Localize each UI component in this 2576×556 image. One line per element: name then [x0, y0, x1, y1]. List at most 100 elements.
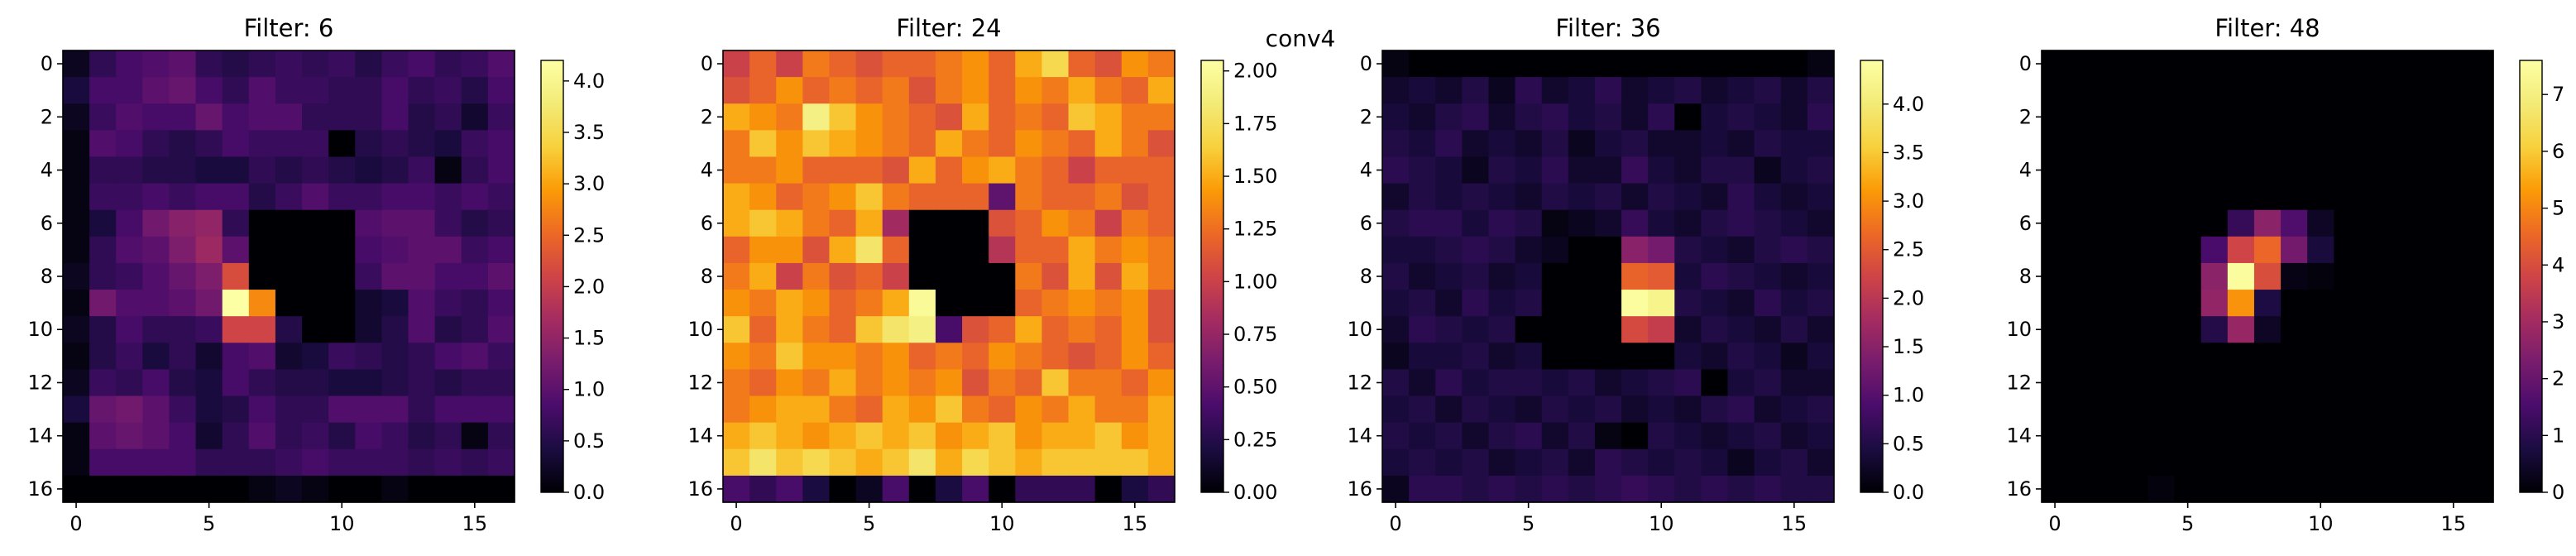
heatmap-cell: [1409, 236, 1436, 264]
heatmap-cell: [63, 316, 90, 343]
heatmap-cell: [2413, 156, 2441, 185]
heatmap-cell: [749, 475, 777, 503]
heatmap-cell: [1674, 236, 1702, 264]
heatmap-cell: [962, 369, 989, 397]
heatmap-cell: [935, 395, 963, 424]
figure-suptitle: conv4: [1266, 25, 1336, 52]
heatmap-cell: [89, 103, 117, 131]
heatmap-cell: [855, 183, 883, 211]
heatmap-cell: [89, 475, 117, 503]
heatmap-cell: [461, 77, 489, 104]
heatmap-cell: [408, 209, 436, 237]
heatmap-cell: [1594, 236, 1622, 264]
heatmap-cell: [2068, 448, 2095, 477]
heatmap-cell: [1674, 290, 1702, 317]
heatmap-cell: [1435, 183, 1463, 211]
heatmap-cell: [908, 209, 936, 237]
heatmap-cell: [1568, 50, 1596, 78]
heatmap-cell: [1648, 369, 1675, 397]
heatmap-cell: [2068, 343, 2095, 371]
heatmap-cell: [2413, 422, 2441, 450]
heatmap-cell: [1147, 209, 1175, 237]
heatmap-cell: [2121, 77, 2149, 104]
heatmap-cell: [302, 475, 329, 503]
heatmap-cell: [1015, 103, 1043, 131]
heatmap-cell: [908, 395, 936, 424]
heatmap-cell: [1409, 316, 1436, 343]
x-tick-label: 5: [1522, 512, 1535, 535]
heatmap-cell: [2387, 343, 2415, 371]
heatmap-cell: [381, 236, 409, 264]
heatmap-cell: [1754, 50, 1782, 78]
heatmap-cell: [882, 77, 910, 104]
heatmap-cell: [855, 395, 883, 424]
heatmap-cell: [2281, 50, 2308, 78]
heatmap-cell: [195, 103, 223, 131]
heatmap-cell: [142, 50, 170, 78]
heatmap-cell: [723, 395, 750, 424]
colorbar-tick-label: 1.0: [1893, 384, 1924, 407]
heatmap-cell: [989, 236, 1016, 264]
heatmap-cell: [1121, 50, 1149, 78]
heatmap-cell: [275, 50, 303, 78]
heatmap-cell: [723, 343, 750, 371]
heatmap-cell: [275, 369, 303, 397]
heatmap-cell: [1780, 183, 1808, 211]
heatmap-cell: [1094, 262, 1123, 290]
heatmap-cell: [2334, 130, 2362, 158]
heatmap-cell: [461, 290, 489, 317]
heatmap-cell: [1701, 422, 1729, 450]
heatmap-cell: [2387, 262, 2415, 290]
heatmap-cell: [2068, 316, 2095, 343]
heatmap-cell: [802, 290, 831, 317]
y-tick-label: 8: [2019, 265, 2032, 288]
heatmap-cell: [1068, 422, 1096, 450]
heatmap-cell: [487, 209, 515, 237]
heatmap-cell: [1674, 209, 1702, 237]
heatmap-cell: [2042, 448, 2069, 477]
heatmap-cell: [1382, 343, 1410, 371]
heatmap-cell: [1674, 183, 1702, 211]
heatmap-cell: [487, 77, 515, 104]
heatmap-cell: [2334, 156, 2362, 185]
heatmap-cell: [381, 209, 409, 237]
heatmap-cell: [1121, 103, 1149, 131]
heatmap-cell: [381, 448, 409, 477]
heatmap-cell: [962, 156, 989, 185]
heatmap-cell: [2281, 290, 2308, 317]
heatmap-cell: [408, 422, 436, 450]
heatmap-cell: [855, 290, 883, 317]
heatmap-cell: [487, 103, 515, 131]
heatmap-cell: [2466, 130, 2494, 158]
heatmap-cell: [1488, 316, 1516, 343]
heatmap-cell: [169, 422, 197, 450]
heatmap-cell: [776, 156, 803, 185]
heatmap-cell: [248, 236, 276, 264]
heatmap-cell: [1568, 422, 1596, 450]
heatmap-cell: [2095, 262, 2122, 290]
heatmap-cell: [1807, 395, 1835, 424]
heatmap-cell: [989, 50, 1016, 78]
heatmap-cell: [222, 422, 250, 450]
heatmap-cell: [434, 262, 462, 290]
heatmap-cell: [2095, 183, 2122, 211]
heatmap-cell: [2253, 130, 2282, 158]
x-tick-label: 10: [989, 512, 1015, 535]
heatmap-cell: [2253, 183, 2282, 211]
heatmap-cell: [2281, 343, 2308, 371]
heatmap-cell: [2281, 183, 2308, 211]
heatmap-cell: [1727, 290, 1755, 317]
heatmap-cell: [2307, 183, 2334, 211]
colorbar-tick-label: 1.5: [573, 327, 605, 350]
heatmap-cell: [222, 395, 250, 424]
heatmap-cell: [355, 290, 383, 317]
heatmap-cell: [1488, 130, 1516, 158]
heatmap-cell: [2360, 103, 2388, 131]
heatmap-cell: [802, 422, 831, 450]
heatmap-cell: [1015, 130, 1043, 158]
heatmap-cell: [355, 395, 383, 424]
colorbar-tick-label: 0.0: [573, 481, 605, 504]
heatmap-cell: [2466, 422, 2494, 450]
heatmap-cell: [855, 236, 883, 264]
